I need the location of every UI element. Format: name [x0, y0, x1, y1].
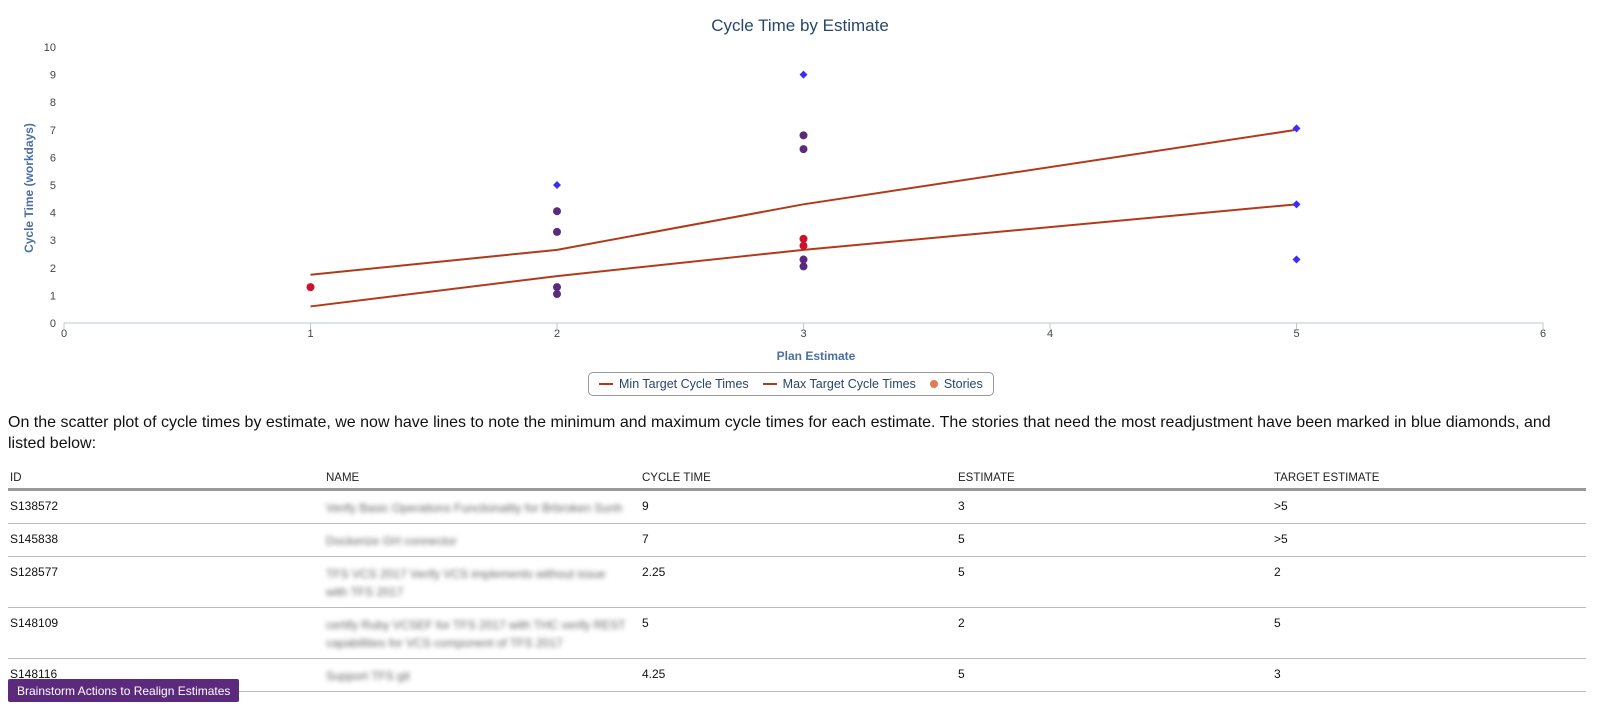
legend-line-swatch: [762, 383, 777, 385]
y-tick-label: 8: [50, 97, 56, 109]
cell-id[interactable]: S148109: [8, 607, 324, 659]
column-header-cycle-time[interactable]: CYCLE TIME: [640, 472, 956, 491]
cell-cycle-time: 2.25: [640, 556, 956, 608]
cell-id[interactable]: S138572: [8, 489, 324, 524]
cell-id[interactable]: S128577: [8, 556, 324, 608]
cell-target-estimate: >5: [1272, 489, 1586, 524]
legend-item-max-target[interactable]: Max Target Cycle Times: [762, 377, 916, 391]
min-target-line: [310, 203, 1297, 308]
legend-label-stories: Stories: [943, 377, 983, 391]
cell-estimate: 5: [956, 556, 1272, 608]
y-tick-label: 1: [50, 290, 56, 302]
story-point-diamond[interactable]: [1292, 124, 1301, 133]
y-tick-label: 0: [50, 318, 56, 330]
story-point[interactable]: [799, 241, 808, 250]
story-point[interactable]: [799, 234, 808, 243]
target-lines: [310, 128, 1297, 308]
story-point[interactable]: [799, 131, 808, 140]
story-point[interactable]: [553, 227, 561, 236]
y-tick-label: 6: [50, 152, 56, 164]
y-tick-label: 4: [50, 208, 56, 220]
chart-title: Cycle Time by Estimate: [711, 16, 889, 35]
cell-target-estimate: 3: [1272, 658, 1586, 692]
legend-line-swatch: [599, 383, 613, 385]
table-row[interactable]: S148109 certify Ruby VCSEF for TFS 2017 …: [8, 607, 1586, 659]
cell-estimate: 5: [956, 523, 1272, 557]
y-tick-label: 3: [50, 235, 56, 247]
y-tick-label: 7: [50, 125, 56, 137]
y-tick-label: 9: [50, 70, 56, 82]
cell-cycle-time: 5: [640, 607, 956, 659]
story-point[interactable]: [799, 145, 808, 154]
legend-item-min-target[interactable]: Min Target Cycle Times: [599, 377, 749, 391]
cell-target-estimate: 2: [1272, 556, 1586, 608]
stories-table: ID NAME CYCLE TIME ESTIMATE TARGET ESTIM…: [8, 472, 1586, 692]
story-point-diamond[interactable]: [1292, 255, 1301, 264]
cell-estimate: 3: [956, 489, 1272, 524]
x-tick-label: 3: [800, 328, 806, 340]
cell-name-redacted: Dockerize GH connector: [324, 523, 640, 557]
x-axis-title: Plan Estimate: [777, 349, 856, 362]
chart-legend: Min Target Cycle Times Max Target Cycle …: [588, 372, 994, 396]
x-tick-label: 2: [554, 328, 560, 340]
legend-item-stories[interactable]: Stories: [929, 377, 983, 391]
cell-cycle-time: 9: [640, 489, 956, 524]
max-target-line: [310, 128, 1297, 276]
cycle-time-chart: Cycle Time by Estimate 0 1 2 3 4 5 6 0 1 2 3 4 5 6 7 8 9…: [22, 16, 1546, 362]
y-axis-title: Cycle Time (workdays): [22, 123, 36, 253]
table-row[interactable]: S138572 Verify Basic Operations Function…: [8, 489, 1586, 524]
story-point-diamond[interactable]: [1292, 200, 1301, 209]
y-tick-label: 5: [50, 180, 56, 192]
table-row[interactable]: S128577 TFS VCS 2017 Verify VCS implemen…: [8, 556, 1586, 608]
cell-name-redacted: Verify Basic Operations Functionality fo…: [324, 489, 640, 524]
column-header-id[interactable]: ID: [8, 472, 324, 491]
cell-estimate: 5: [956, 658, 1272, 692]
x-tick-label: 0: [61, 328, 67, 340]
legend-dot-swatch: [929, 380, 938, 388]
x-tick-label: 6: [1540, 328, 1546, 340]
cell-target-estimate: >5: [1272, 523, 1586, 557]
story-point-diamond[interactable]: [553, 181, 561, 189]
x-tick-label: 4: [1047, 328, 1053, 340]
table-row[interactable]: S145838 Dockerize GH connector 7 5 >5: [8, 523, 1586, 557]
cell-estimate: 2: [956, 607, 1272, 659]
story-point[interactable]: [799, 255, 808, 264]
story-point[interactable]: [553, 290, 561, 299]
legend-label-max: Max Target Cycle Times: [782, 377, 916, 391]
story-point[interactable]: [306, 283, 315, 292]
description-text: On the scatter plot of cycle times by es…: [8, 414, 1551, 452]
column-header-target-estimate[interactable]: TARGET ESTIMATE: [1272, 472, 1586, 491]
y-tick-label: 2: [50, 263, 56, 275]
story-point[interactable]: [553, 207, 561, 216]
y-tick-label: 10: [44, 42, 56, 54]
column-header-estimate[interactable]: ESTIMATE: [956, 472, 1272, 491]
story-points: [306, 70, 1301, 299]
table-header-row: ID NAME CYCLE TIME ESTIMATE TARGET ESTIM…: [8, 472, 1586, 491]
cell-name-redacted: Support TFS git: [324, 658, 640, 692]
story-point[interactable]: [553, 283, 561, 292]
brainstorm-actions-button[interactable]: Brainstorm Actions to Realign Estimates: [8, 679, 240, 702]
chart-axes: 0 1 2 3 4 5 6 0 1 2 3 4 5 6 7 8 9 10: [44, 42, 1546, 340]
cell-target-estimate: 5: [1272, 607, 1586, 659]
cell-id[interactable]: S145838: [8, 523, 324, 557]
cell-name-redacted: TFS VCS 2017 Verify VCS implements witho…: [324, 556, 640, 608]
table-row[interactable]: S148116 Support TFS git 4.25 5 3: [8, 658, 1586, 692]
column-header-name[interactable]: NAME: [324, 472, 640, 491]
legend-label-min: Min Target Cycle Times: [619, 377, 749, 391]
story-point-diamond[interactable]: [799, 70, 808, 79]
cell-name-redacted: certify Ruby VCSEF for TFS 2017 with THC…: [324, 607, 640, 659]
cell-cycle-time: 4.25: [640, 658, 956, 692]
cell-cycle-time: 7: [640, 523, 956, 557]
x-tick-label: 5: [1293, 328, 1299, 340]
story-point[interactable]: [799, 262, 808, 271]
x-tick-label: 1: [307, 328, 313, 340]
